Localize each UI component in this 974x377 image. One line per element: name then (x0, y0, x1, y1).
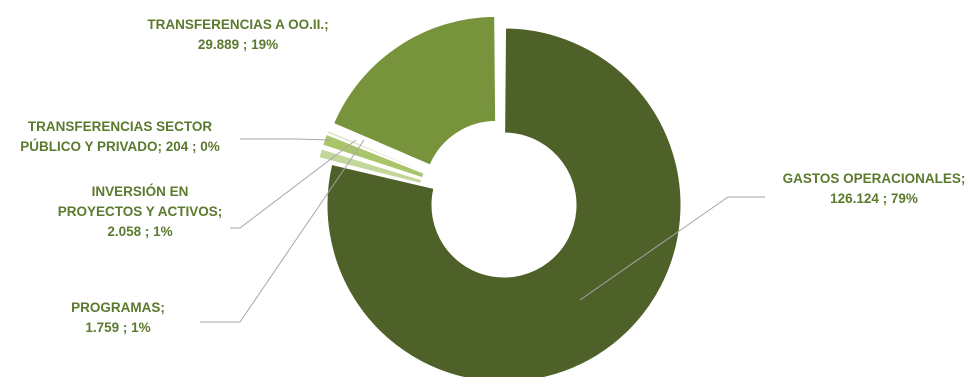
data-label-line: PROGRAMAS; (71, 300, 165, 315)
data-label-line: 2.058 ; 1% (107, 224, 172, 239)
slice-transferencias-a-oo-ii (332, 15, 497, 166)
data-label-line: TRANSFERENCIAS SECTOR (28, 119, 213, 134)
slice-inversión-en-proyectos-y-activos (322, 133, 425, 179)
leader-line-1 (200, 139, 365, 323)
leader-line-0 (579, 196, 765, 301)
data-labels-group: GASTOS OPERACIONALES; 126.124 ; 79% PROGRA… (20, 17, 965, 335)
data-label-line: TRANSFERENCIAS A OO.II.; (147, 17, 328, 32)
leader-lines-group (200, 138, 765, 323)
data-label-1: PROGRAMAS; 1.759 ; 1% (71, 300, 165, 335)
data-label-3: TRANSFERENCIAS SECTOR PÚBLICO Y PRIVADO; … (20, 119, 220, 154)
data-label-4: TRANSFERENCIAS A OO.II.; 29.889 ; 19% (147, 17, 328, 52)
data-label-line: INVERSIÓN EN (92, 184, 189, 199)
data-label-0: GASTOS OPERACIONALES; 126.124 ; 79% (783, 171, 966, 206)
slice-programas (318, 148, 423, 185)
data-label-line: PROYECTOS Y ACTIVOS; (58, 204, 223, 219)
slice-gastos-operacionales (326, 27, 682, 377)
data-label-line: PÚBLICO Y PRIVADO; 204 ; 0% (20, 139, 220, 154)
leader-line-2 (230, 139, 357, 229)
leader-line-3 (240, 138, 331, 141)
data-label-line: GASTOS OPERACIONALES; (783, 171, 966, 186)
slices-group (318, 15, 682, 377)
data-label-line: 126.124 ; 79% (830, 191, 918, 206)
slice-transferencias-sector-público-y-privado (326, 130, 426, 174)
data-label-line: 29.889 ; 19% (198, 37, 278, 52)
data-label-2: INVERSIÓN EN PROYECTOS Y ACTIVOS; 2.058 ; … (58, 184, 223, 239)
data-label-line: 1.759 ; 1% (85, 320, 150, 335)
